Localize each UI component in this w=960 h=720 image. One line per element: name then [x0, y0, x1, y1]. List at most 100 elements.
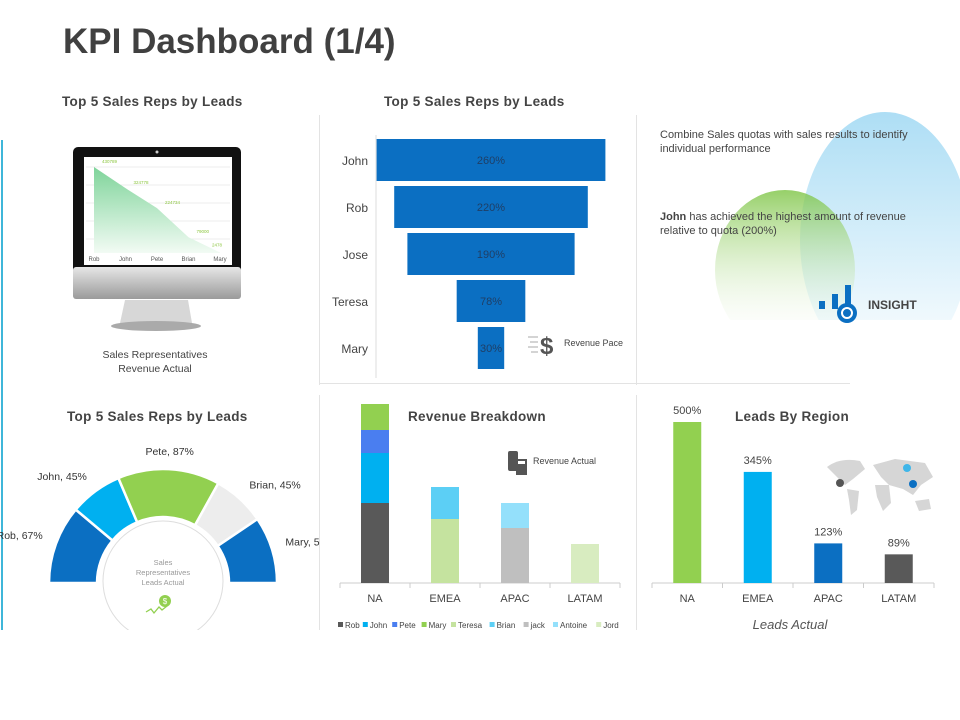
x-tick-label: John	[119, 257, 132, 263]
legend-swatch	[421, 622, 427, 627]
region-bar	[884, 554, 913, 583]
bar-value-label: 30%	[480, 343, 502, 355]
stacked-bar-segment	[571, 544, 599, 583]
x-tick-label: NA	[367, 593, 383, 605]
legend-swatch	[553, 622, 558, 627]
legend-swatch	[392, 622, 398, 627]
legend-label: Pete	[399, 621, 416, 630]
data-label: 430789	[102, 159, 118, 164]
category-label: Jose	[343, 248, 369, 262]
world-map-icon	[827, 459, 933, 515]
x-tick-label: NA	[680, 593, 696, 605]
x-tick-label: APAC	[500, 593, 529, 605]
region-bar	[673, 422, 702, 583]
divider	[319, 115, 320, 385]
x-tick-label: LATAM	[881, 593, 916, 605]
region-bar-chart: 500% NA 345% EMEA 123% APAC 89% LATAM	[651, 405, 935, 605]
bar-value-label: 123%	[814, 526, 842, 538]
bar-value-label: 220%	[477, 202, 505, 214]
dollar-pin-icon	[159, 595, 171, 607]
funnel-bar	[376, 139, 606, 181]
caption-line: Sales Representatives	[102, 349, 208, 361]
legend-swatch	[362, 622, 368, 627]
center-line: Representatives	[135, 568, 191, 577]
data-label: 79000	[197, 229, 210, 234]
gauge-center-label: Sales Representatives Leads Actual	[113, 558, 213, 588]
insight-text-2: John has achieved the highest amount of …	[660, 210, 940, 238]
x-tick-label: Rob	[88, 257, 100, 263]
segment-label: Rob, 67%	[0, 530, 43, 542]
insight-bubbles	[715, 112, 960, 320]
legend-swatch	[451, 622, 456, 627]
donut-segment	[215, 517, 279, 585]
x-tick-label: Brian	[181, 257, 195, 263]
funnel-chart: 260% John 220% Rob 190% Jose 78% Teresa 30% Mary	[332, 135, 606, 378]
segment-label: John, 45%	[37, 471, 87, 483]
legend-label: John	[370, 621, 387, 630]
category-label: Mary	[341, 342, 368, 356]
dollar-speed-icon: $	[528, 330, 556, 363]
svg-text:$: $	[540, 333, 554, 358]
bar-value-label: 78%	[480, 296, 502, 308]
legend-label: Jord	[603, 621, 619, 630]
segment-label: Mary, 57%	[285, 536, 320, 548]
x-tick-label: EMEA	[429, 593, 461, 605]
stacked-bar-segment	[361, 453, 389, 503]
category-label: Rob	[346, 201, 368, 215]
half-donut-chart: $ Rob, 67% John, 45% Pete, 87% Brian, 45% Ma…	[0, 446, 320, 630]
stacked-bar-segment	[431, 519, 459, 583]
funnel-bar	[456, 280, 526, 322]
data-label: 224734	[165, 200, 181, 205]
stacked-bar-segment	[431, 487, 459, 519]
left-accent-line	[1, 140, 3, 630]
funnel-heading: Top 5 Sales Reps by Leads	[384, 94, 565, 109]
insight-sentence: has achieved the highest amount of reven…	[660, 211, 906, 237]
monitor-heading: Top 5 Sales Reps by Leads	[62, 94, 243, 109]
revenue-pace-legend: Revenue Pace	[564, 338, 624, 348]
x-tick-label: LATAM	[567, 593, 602, 605]
segment-label: Brian, 45%	[249, 480, 300, 492]
data-label: 324778	[134, 180, 150, 185]
region-bar	[743, 471, 772, 583]
svg-text:$: $	[163, 597, 168, 606]
insight-name: John	[660, 211, 687, 223]
region-bar	[814, 543, 843, 583]
bar-value-label: 190%	[477, 249, 505, 261]
leads-actual-caption: Leads Actual	[752, 617, 828, 632]
x-tick-label: APAC	[814, 593, 843, 605]
bar-value-label: 500%	[673, 405, 701, 417]
stacked-bar-segment	[361, 404, 389, 430]
x-tick-label: Mary	[213, 257, 226, 263]
legend-label: Teresa	[458, 621, 483, 630]
legend-label: Antoine	[560, 621, 588, 630]
x-tick-label: Pete	[151, 257, 164, 263]
legend-swatch	[338, 622, 343, 627]
stacked-bar-segment	[361, 503, 389, 583]
insight-chart-gear-icon	[819, 285, 857, 323]
center-line: Sales	[153, 558, 173, 567]
divider	[636, 115, 637, 385]
bar-value-label: 89%	[888, 537, 910, 549]
divider	[320, 383, 850, 384]
category-label: John	[342, 154, 368, 168]
legend-label: Rob	[345, 621, 360, 630]
divider	[319, 395, 320, 630]
gauge-heading: Top 5 Sales Reps by Leads	[67, 409, 248, 424]
caption-line: Revenue Actual	[118, 363, 192, 375]
segment-label: Pete, 87%	[145, 446, 193, 458]
category-label: Teresa	[332, 295, 368, 309]
bar-value-label: 260%	[477, 155, 505, 167]
funnel-bar	[407, 233, 575, 275]
page-title: KPI Dashboard (1/4)	[63, 22, 396, 61]
insight-badge: INSIGHT	[868, 298, 917, 312]
insight-text-1: Combine Sales quotas with sales results …	[660, 129, 908, 155]
legend-swatch	[523, 622, 529, 627]
legend-swatch	[489, 622, 495, 627]
stacked-bar-segment	[501, 503, 529, 528]
bar-value-label: 345%	[744, 455, 772, 467]
funnel-bar	[394, 186, 588, 228]
stacked-bar-chart: NA EMEA APAC LATAM Rob John Pete Mary Teresa Bria…	[338, 404, 621, 630]
legend-label: Brian	[497, 621, 516, 630]
calculator-icon	[508, 451, 527, 475]
